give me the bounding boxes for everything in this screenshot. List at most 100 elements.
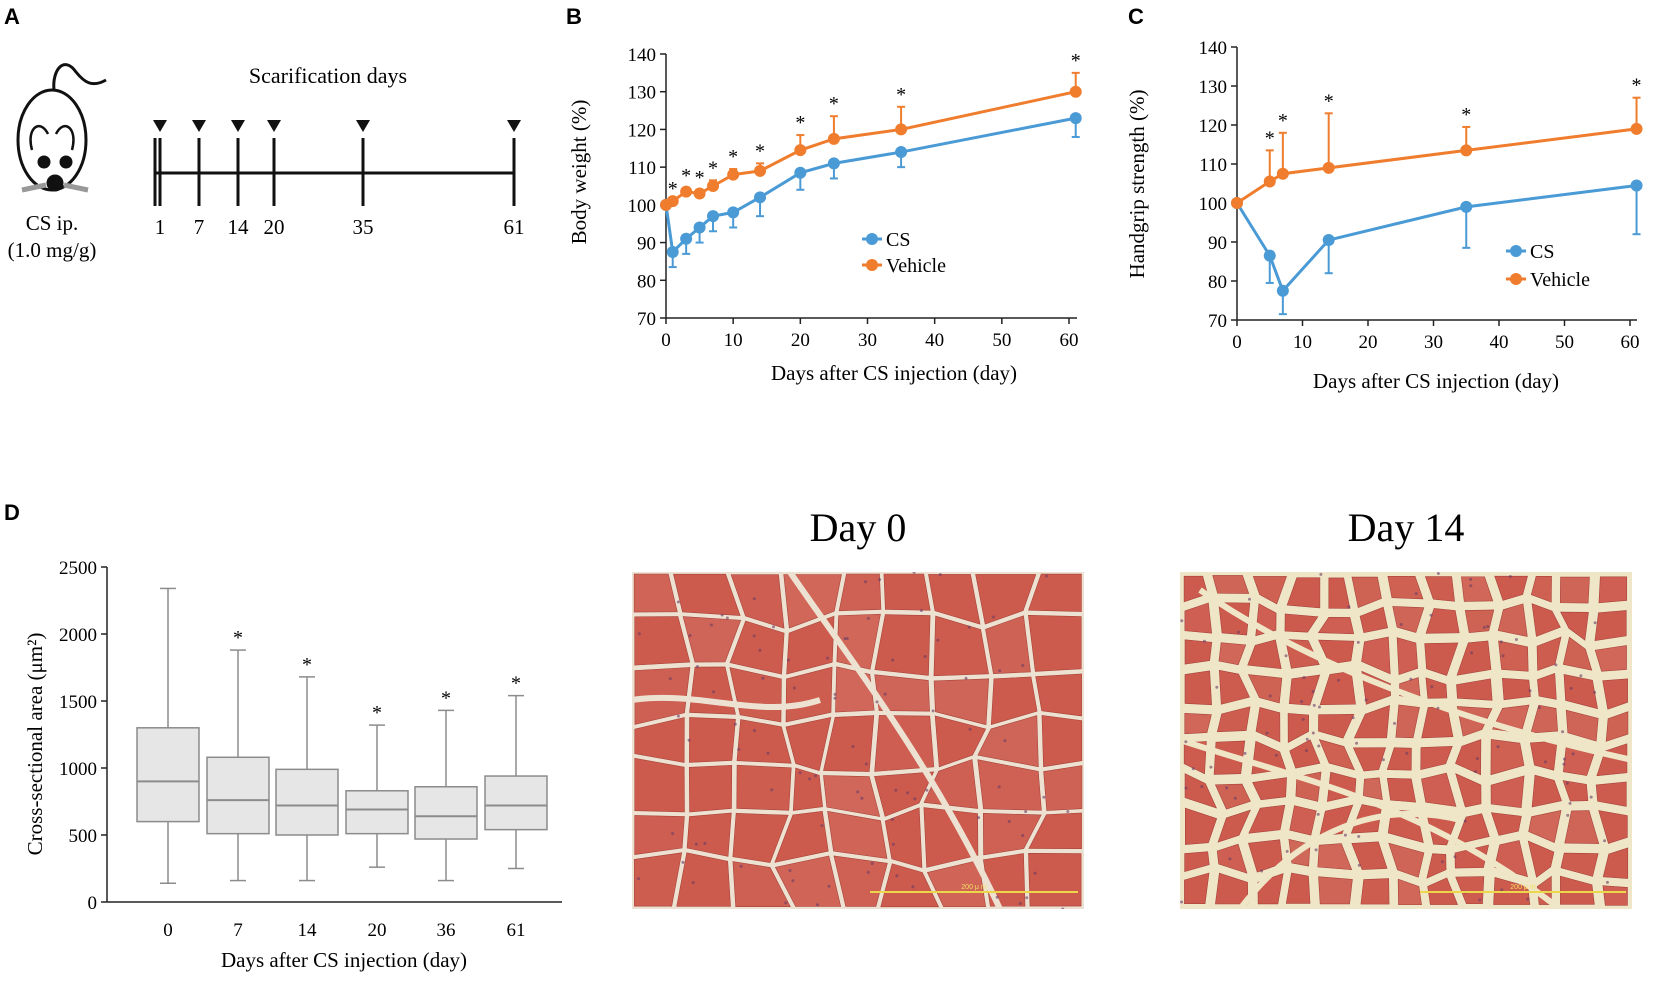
- box-iqr: [345, 790, 409, 835]
- muscle-fiber: [1455, 813, 1490, 845]
- cross-sectional-area-chart: Cross-sectional area (μm²) Days after CS…: [23, 558, 562, 972]
- muscle-fiber: [1184, 670, 1212, 706]
- x-tick-label: 50: [1555, 332, 1574, 353]
- nucleus: [1593, 621, 1597, 625]
- nucleus: [1501, 654, 1505, 658]
- muscle-fiber: [774, 810, 829, 863]
- muscle-fiber: [1284, 613, 1319, 633]
- timeline-day-label: 14: [228, 215, 250, 239]
- nucleus: [703, 841, 707, 845]
- nucleus: [1566, 813, 1570, 817]
- muscle-fiber: [1395, 704, 1420, 739]
- nucleus: [1184, 786, 1188, 790]
- nucleus: [1399, 622, 1403, 626]
- muscle-fiber: [1454, 844, 1489, 869]
- muscle-fiber: [1424, 576, 1455, 602]
- nucleus: [1319, 572, 1323, 576]
- connective-tissue: [1198, 587, 1632, 763]
- nucleus: [895, 874, 899, 878]
- muscle-fiber: [1602, 678, 1628, 710]
- nucleus: [1500, 888, 1504, 892]
- nucleus: [1233, 796, 1237, 800]
- muscle-fiber: [1490, 775, 1525, 809]
- nucleus: [709, 623, 713, 627]
- muscle-fiber: [634, 815, 685, 855]
- data-point-vehicle: [895, 123, 908, 136]
- nucleus: [1209, 765, 1213, 769]
- timeline-day-label: 35: [353, 215, 374, 239]
- muscle-fiber: [1455, 739, 1482, 776]
- nucleus: [891, 658, 895, 662]
- nucleus: [1470, 651, 1474, 655]
- muscle-fiber: [923, 807, 979, 868]
- data-point-cs: [1263, 249, 1276, 262]
- micrograph-day0: [632, 572, 1084, 909]
- nucleus: [833, 692, 837, 696]
- muscle-fiber: [883, 573, 931, 611]
- significance-marker: *: [668, 178, 678, 200]
- muscle-fiber: [1041, 715, 1083, 768]
- muscle-fiber: [1361, 636, 1391, 675]
- muscle-fiber: [1035, 673, 1082, 717]
- muscle-fiber: [682, 616, 742, 663]
- scale-label-day14: 200 μ m: [1510, 884, 1536, 891]
- nucleus: [725, 616, 729, 620]
- nucleus: [968, 727, 972, 731]
- data-point-cs: [693, 221, 706, 234]
- significance-marker: *: [829, 93, 839, 115]
- muscle-fiber: [1562, 636, 1593, 671]
- y-tick-label: 90: [1208, 233, 1227, 254]
- nucleus: [1563, 757, 1567, 761]
- muscle-fiber: [1490, 739, 1525, 776]
- muscle-fiber: [928, 574, 981, 625]
- nucleus: [1440, 860, 1444, 864]
- muscle-fiber: [1531, 774, 1562, 808]
- csa-x-title: Days after CS injection (day): [221, 948, 467, 972]
- data-point-vehicle: [1231, 197, 1243, 209]
- handgrip-strength-chart: Handgrip strength (%) Days after CS inje…: [1125, 38, 1643, 393]
- nucleus: [1478, 898, 1482, 902]
- muscle-fiber: [732, 813, 789, 863]
- nucleus: [1562, 762, 1566, 766]
- data-point-vehicle: [754, 164, 767, 177]
- muscle-fiber: [1527, 840, 1555, 878]
- y-tick-label: 100: [1199, 194, 1228, 215]
- muscle-fiber: [1424, 642, 1459, 676]
- nucleus: [977, 816, 981, 820]
- muscle-fiber: [1530, 575, 1552, 603]
- scale-bar-day14: 200 μ m: [1420, 884, 1626, 893]
- muscle-fiber: [1594, 610, 1627, 642]
- muscle-fiber: [1028, 573, 1082, 612]
- x-tick-label: 30: [858, 330, 877, 351]
- connective-tissue: [632, 694, 821, 711]
- nucleus: [1317, 744, 1321, 748]
- nucleus: [1357, 835, 1361, 839]
- nucleus: [1007, 819, 1011, 823]
- nucleus: [1405, 751, 1409, 755]
- nucleus: [1474, 770, 1478, 774]
- data-point-vehicle: [1460, 144, 1473, 157]
- data-point-cs: [827, 157, 840, 170]
- panel-label-c: C: [1128, 4, 1144, 29]
- muscle-fiber: [1043, 765, 1083, 811]
- muscle-fiber: [1392, 606, 1425, 633]
- data-point-cs: [895, 146, 908, 159]
- significance-marker: *: [441, 687, 451, 709]
- muscle-fiber: [1317, 843, 1353, 871]
- muscle-fiber: [1217, 809, 1251, 843]
- muscle-fiber: [1531, 603, 1561, 637]
- nucleus: [1265, 731, 1269, 735]
- body-weight-x-title: Days after CS injection (day): [771, 361, 1017, 385]
- nucleus: [815, 903, 819, 907]
- nucleus: [1343, 833, 1347, 837]
- data-point-cs: [794, 166, 807, 179]
- nucleus: [770, 788, 774, 792]
- nucleus: [1571, 752, 1575, 756]
- box-iqr: [206, 756, 270, 835]
- muscle-fiber: [1565, 709, 1599, 742]
- muscle-fiber: [1386, 777, 1417, 803]
- muscle-fiber: [1352, 747, 1387, 772]
- nucleus: [1180, 619, 1184, 623]
- nucleus: [1364, 698, 1368, 702]
- significance-marker: *: [695, 167, 705, 189]
